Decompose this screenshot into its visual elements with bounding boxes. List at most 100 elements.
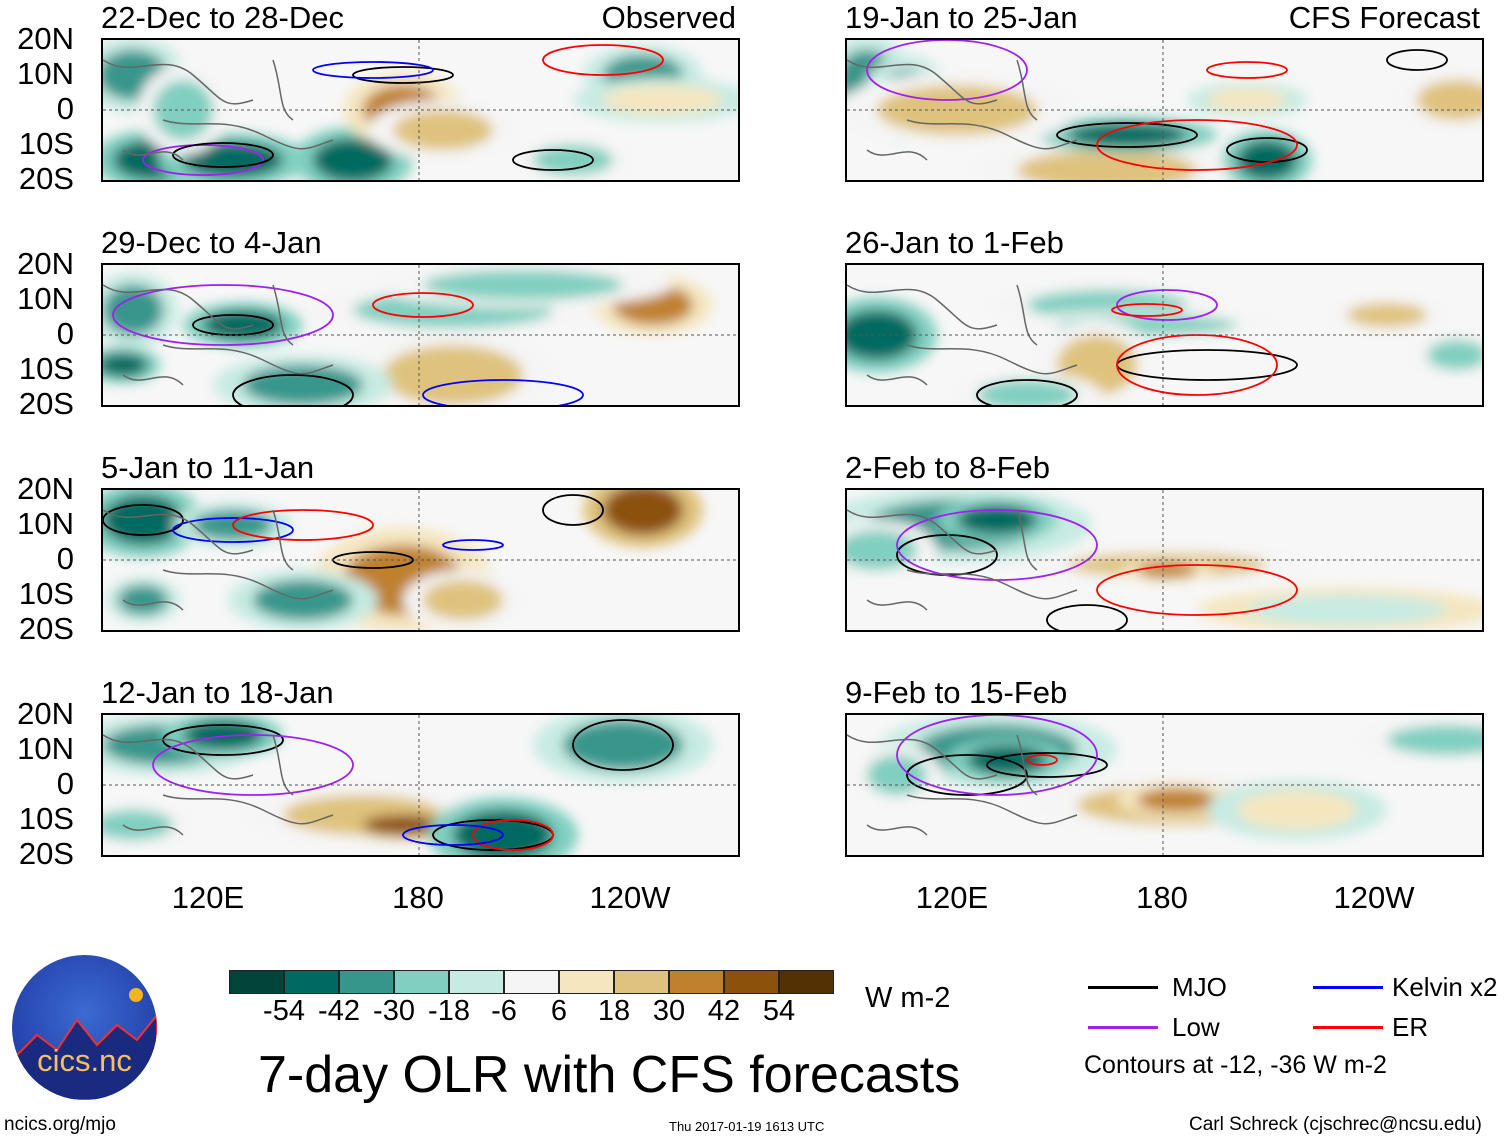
wave-contour [1096, 564, 1298, 616]
colorbar-label: -6 [491, 995, 517, 1027]
olr-anomaly-region [423, 270, 623, 300]
timestamp: Thu 2017-01-19 1613 UTC [669, 1119, 825, 1134]
wave-contour [906, 754, 1028, 796]
colorbar-swatch [614, 970, 669, 994]
olr-anomaly-region [1237, 140, 1297, 180]
legend-line-mjo [1088, 986, 1158, 989]
coastline [103, 509, 334, 611]
olr-anomaly-region [313, 138, 393, 180]
wave-contour [1206, 61, 1288, 79]
olr-map-panel [845, 263, 1484, 407]
wave-contour [896, 715, 1098, 796]
olr-map-panel [101, 488, 740, 632]
wave-contour [542, 44, 664, 76]
lon-label: 180 [1136, 880, 1188, 915]
wave-contour [512, 149, 594, 171]
coastline [103, 734, 334, 836]
panel-tag: Observed [601, 0, 736, 35]
wave-contour [172, 517, 294, 543]
lon-label: 120W [1333, 880, 1415, 915]
wave-contour [232, 374, 354, 405]
olr-anomaly-region [118, 585, 168, 615]
olr-map-panel [845, 38, 1484, 182]
olr-anomaly-region [867, 755, 927, 795]
olr-anomaly-region [1387, 725, 1482, 755]
lat-label: 0 [56, 766, 74, 801]
coastline [847, 509, 1078, 611]
colorbar-swatch [559, 970, 614, 994]
lat-label: 20N [17, 471, 74, 506]
panel-title: 2-Feb to 8-Feb [845, 450, 1051, 485]
chart-title: 7-day OLR with CFS forecasts [258, 1046, 961, 1104]
colorbar-swatch [394, 970, 449, 994]
wave-contour [1096, 119, 1298, 171]
wave-contour [372, 292, 474, 318]
cics-logo: cics.nc [12, 955, 157, 1100]
panel-title: 9-Feb to 15-Feb [845, 675, 1068, 710]
lat-label: 10N [17, 731, 74, 766]
olr-map-panel [845, 488, 1484, 632]
panel-title: 26-Jan to 1-Feb [845, 225, 1064, 260]
lat-label: 20N [17, 21, 74, 56]
logo-text: cics.nc [37, 1043, 132, 1078]
colorbar-swatch [724, 970, 779, 994]
wave-contour [472, 819, 554, 851]
olr-anomaly-region [1347, 303, 1427, 327]
wave-contour [1026, 754, 1058, 766]
lat-label: 10N [17, 506, 74, 541]
olr-map-panel [101, 263, 740, 407]
lat-label: 10S [18, 126, 74, 161]
colorbar-swatch [779, 970, 834, 994]
olr-anomaly-region [253, 580, 353, 620]
lat-label: 10S [18, 801, 74, 836]
olr-anomaly-region [1207, 88, 1287, 112]
colorbar-label: 54 [762, 995, 796, 1027]
source-url[interactable]: ncics.org/mjo [4, 1114, 116, 1135]
legend-label-mjo: MJO [1172, 972, 1227, 1002]
wave-contour [172, 142, 274, 168]
colorbar-label: 30 [652, 995, 686, 1027]
wave-contour [1046, 604, 1128, 630]
olr-anomaly-region [183, 720, 263, 750]
wave-contour [542, 494, 604, 526]
colorbar-label: -30 [373, 995, 415, 1027]
olr-anomaly-region [363, 815, 443, 835]
colorbar-label: -18 [428, 995, 470, 1027]
olr-anomaly-region [1427, 340, 1482, 370]
olr-anomaly-region [103, 495, 183, 545]
legend-label-low: Low [1172, 1012, 1220, 1042]
olr-anomaly-region [957, 505, 1037, 535]
colorbar-swatch [504, 970, 559, 994]
lat-label: 20S [18, 161, 74, 196]
olr-anomaly-region [977, 380, 1077, 405]
wave-contour [572, 719, 674, 771]
coastline [103, 284, 334, 386]
wave-contour [986, 752, 1108, 778]
lon-label: 180 [392, 880, 444, 915]
wave-contour [112, 284, 334, 346]
colorbar-units: W m-2 [865, 982, 951, 1014]
lat-label: 20N [17, 696, 74, 731]
wave-contour [1056, 122, 1198, 148]
wave-contour [442, 539, 504, 551]
legend-line-low [1088, 1026, 1158, 1029]
colorbar-label: 6 [550, 995, 568, 1027]
wave-contour [352, 66, 454, 84]
wave-contour [866, 40, 1028, 101]
olr-anomaly-region [603, 490, 683, 535]
legend-line-er [1313, 1026, 1383, 1029]
olr-anomaly-region [103, 285, 163, 335]
olr-anomaly-region [847, 310, 917, 360]
olr-anomaly-region [1067, 123, 1187, 147]
lon-label: 120E [915, 880, 989, 915]
olr-anomaly-region [243, 365, 363, 405]
colorbar-swatch [669, 970, 724, 994]
colorbar-label: -54 [263, 995, 305, 1027]
lat-label: 20S [18, 611, 74, 646]
legend-label-er: ER [1392, 1012, 1429, 1042]
colorbar-swatch [284, 970, 339, 994]
wave-contour [103, 504, 184, 536]
wave-contour [976, 379, 1078, 405]
colorbar-label: 42 [707, 995, 741, 1027]
lon-label: 120W [589, 880, 671, 915]
